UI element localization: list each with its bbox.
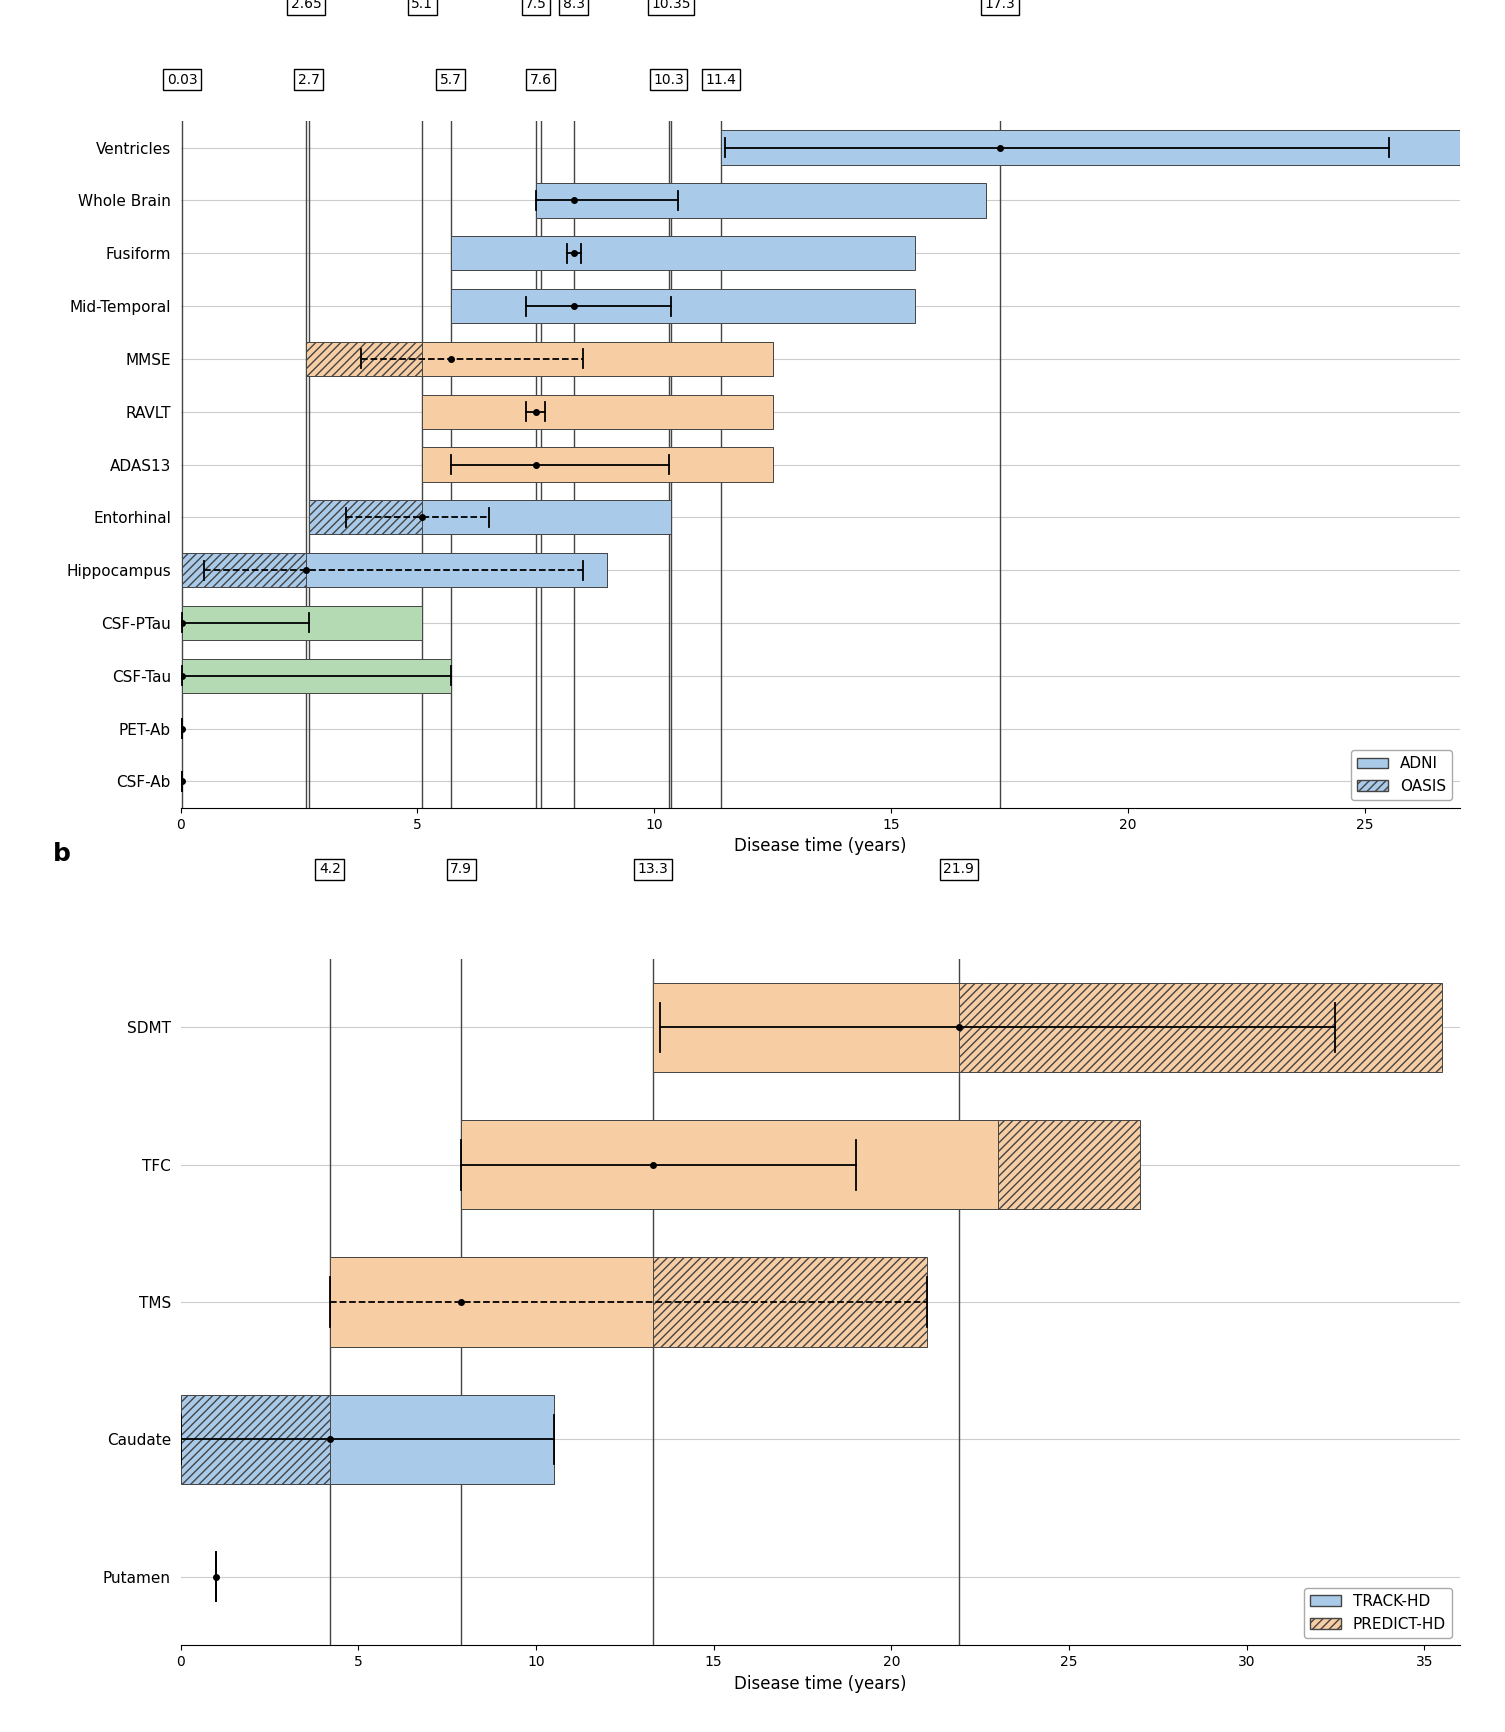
Bar xyxy=(423,341,774,376)
Bar xyxy=(423,447,774,481)
Bar xyxy=(306,341,774,376)
Bar xyxy=(330,1394,554,1484)
Text: 2.7: 2.7 xyxy=(298,73,319,87)
Text: 5.7: 5.7 xyxy=(439,73,462,87)
Text: 7.9: 7.9 xyxy=(450,863,473,876)
Bar xyxy=(462,1121,998,1209)
Bar xyxy=(423,395,774,430)
Text: 0.03: 0.03 xyxy=(167,73,197,87)
Text: 8.3: 8.3 xyxy=(563,0,585,12)
Text: 7.5: 7.5 xyxy=(525,0,546,12)
Bar xyxy=(330,1257,927,1347)
Legend: TRACK-HD, PREDICT-HD: TRACK-HD, PREDICT-HD xyxy=(1305,1588,1452,1638)
Bar xyxy=(450,289,915,324)
Text: 4.2: 4.2 xyxy=(319,863,340,876)
Bar xyxy=(653,982,1442,1072)
Bar xyxy=(181,1394,554,1484)
Bar xyxy=(423,501,671,535)
Text: 21.9: 21.9 xyxy=(944,863,974,876)
Text: 7.6: 7.6 xyxy=(530,73,552,87)
Bar xyxy=(721,130,1460,165)
Bar xyxy=(536,184,986,218)
Bar xyxy=(182,658,450,693)
Text: 10.35: 10.35 xyxy=(652,0,691,12)
X-axis label: Disease time (years): Disease time (years) xyxy=(734,1675,906,1692)
Bar xyxy=(182,606,423,641)
Text: 10.3: 10.3 xyxy=(653,73,683,87)
X-axis label: Disease time (years): Disease time (years) xyxy=(734,837,906,856)
Bar xyxy=(462,1121,1141,1209)
Bar xyxy=(450,236,915,270)
Text: 5.1: 5.1 xyxy=(411,0,433,12)
Text: 2.65: 2.65 xyxy=(290,0,322,12)
Bar xyxy=(306,553,607,587)
Text: 11.4: 11.4 xyxy=(706,73,736,87)
Bar xyxy=(182,553,607,587)
Text: 17.3: 17.3 xyxy=(984,0,1016,12)
Legend: ADNI, OASIS: ADNI, OASIS xyxy=(1351,750,1452,800)
Text: 13.3: 13.3 xyxy=(638,863,668,876)
Bar xyxy=(653,982,959,1072)
Text: b: b xyxy=(53,842,71,866)
Bar xyxy=(330,1257,653,1347)
Bar xyxy=(309,501,671,535)
